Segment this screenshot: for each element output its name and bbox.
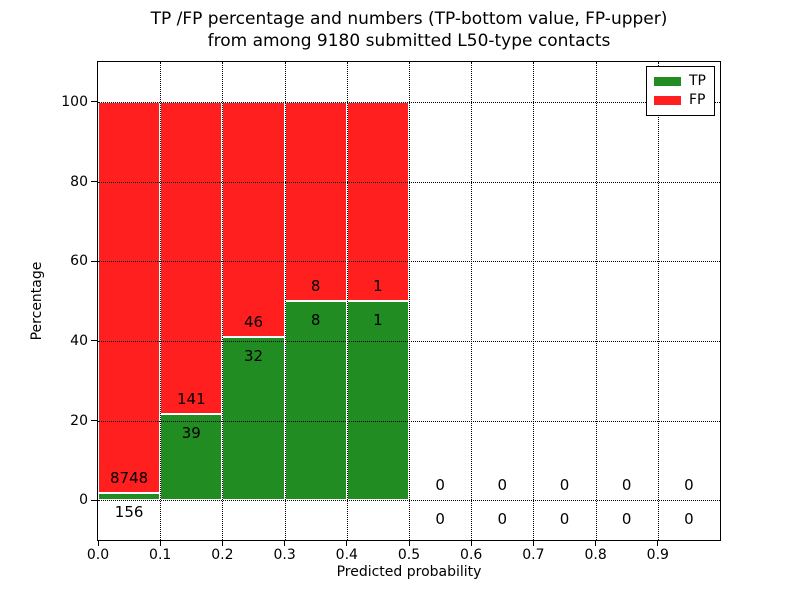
tp-count-label: 0 (684, 510, 694, 529)
bar-tp-segment (98, 493, 161, 501)
y-tick-mark (91, 499, 97, 501)
x-tick-mark (657, 540, 659, 546)
fp-count-label: 46 (243, 312, 264, 331)
x-gridline (533, 62, 535, 540)
x-tick-label: 0.3 (273, 547, 296, 563)
tp-count-label: 0 (497, 510, 508, 529)
y-tick-label: 60 (70, 253, 88, 270)
y-tick-mark (91, 181, 97, 182)
x-tick-mark (159, 540, 161, 546)
y-tick-mark (91, 340, 97, 342)
fp-color-swatch (654, 96, 681, 105)
chart-title-line-1: TP /FP percentage and numbers (TP-bottom… (150, 9, 668, 29)
x-tick-label: 0.8 (584, 547, 607, 563)
tp-count-label: 0 (559, 510, 570, 529)
bar-tp-segment (284, 301, 347, 501)
fp-count-label: 8 (310, 277, 321, 295)
x-tick-label: 0.7 (522, 547, 545, 563)
bar-fp-segment (160, 101, 223, 414)
y-axis-label: Percentage (29, 261, 45, 341)
y-tick-label: 20 (70, 412, 88, 429)
x-tick-label: 0.6 (460, 547, 483, 563)
x-gridline (346, 62, 348, 540)
x-gridline (160, 62, 162, 540)
legend-entry-fp: FP (654, 91, 707, 110)
fp-count-label: 0 (621, 476, 632, 495)
x-gridline (471, 62, 473, 540)
tp-color-swatch (654, 77, 681, 86)
tp-count-label: 32 (243, 346, 264, 365)
chart-title-line-2: from among 9180 submitted L50-type conta… (207, 31, 611, 51)
bar-tp-segment (346, 301, 409, 501)
x-tick-label: 0.5 (397, 547, 421, 563)
legend: TP FP (646, 66, 715, 116)
plot-area: 8748 156 141 39 46 32 8 8 1 1 0 0 0 0 0 0 0 0 0 0 0 20 40 60 80… (61, 60, 721, 563)
bar-tp-segment (160, 413, 223, 501)
x-tick-label: 0.4 (335, 547, 358, 563)
bar-fp-segment (98, 101, 161, 494)
x-gridline (222, 62, 224, 540)
y-tick-label: 80 (70, 173, 88, 190)
fp-count-label: 1 (373, 277, 383, 295)
legend-label-tp: TP (689, 73, 706, 89)
x-tick-mark (97, 540, 99, 546)
y-tick-mark (91, 260, 97, 262)
tp-count-label: 0 (435, 510, 445, 529)
legend-label-fp: FP (689, 92, 706, 108)
x-tick-label: 0.2 (211, 547, 234, 563)
y-tick-label: 100 (61, 93, 88, 110)
fp-count-label: 0 (497, 476, 508, 495)
x-tick-mark (470, 540, 472, 546)
fp-count-label: 0 (559, 476, 570, 495)
tp-count-label: 8 (310, 311, 321, 329)
y-tick-label: 40 (70, 332, 88, 349)
legend-entry-tp: TP (654, 72, 707, 91)
x-tick-label: 0.9 (646, 547, 669, 563)
fp-count-label: 0 (684, 476, 694, 495)
tp-count-label: 0 (621, 510, 632, 529)
fp-count-label: 141 (176, 389, 206, 408)
x-tick-mark (221, 540, 223, 546)
tp-count-label: 1 (373, 311, 383, 329)
tp-count-label: 39 (181, 423, 201, 442)
x-tick-mark (408, 540, 410, 546)
chart-title: TP /FP percentage and numbers (TP-bottom… (98, 8, 720, 52)
y-tick-mark (91, 101, 97, 103)
bar-tp-segment (222, 336, 285, 501)
fp-count-label: 0 (435, 476, 445, 495)
x-gridline (284, 62, 286, 540)
x-tick-mark (346, 540, 348, 546)
bar-fp-segment (284, 101, 347, 301)
x-gridline (409, 62, 410, 540)
tp-count-label: 156 (114, 503, 144, 522)
fp-count-label: 8748 (110, 469, 149, 488)
x-tick-mark (595, 540, 597, 546)
x-tick-mark (284, 540, 286, 546)
y-tick-label: 0 (79, 492, 88, 509)
x-axis-label: Predicted probability (336, 564, 482, 580)
x-gridline (657, 62, 659, 540)
bar-fp-segment (222, 101, 285, 337)
y-tick-mark (91, 420, 97, 421)
x-tick-label: 0.1 (149, 547, 172, 563)
x-gridline (595, 62, 597, 540)
x-tick-label: 0.0 (86, 547, 110, 563)
bar-fp-segment (346, 101, 409, 301)
x-tick-mark (532, 540, 534, 546)
